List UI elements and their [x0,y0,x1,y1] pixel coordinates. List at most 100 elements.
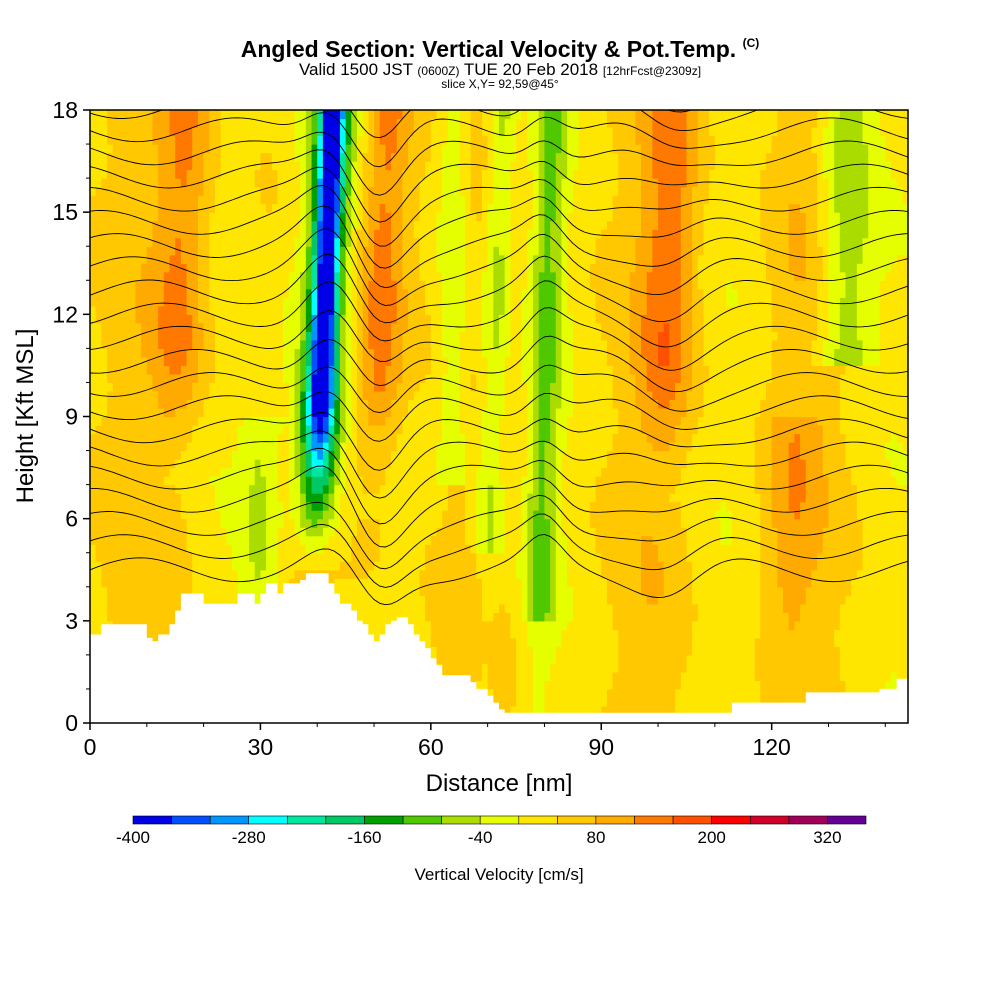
field-cell [300,203,307,213]
field-cell [249,493,256,503]
field-cell [442,263,449,273]
field-cell [374,382,381,392]
field-cell [107,518,114,528]
field-cell [163,348,171,358]
field-cell [476,433,483,443]
field-cell [277,118,284,128]
field-cell [447,442,455,452]
field-cell [379,459,386,469]
field-cell [124,314,131,324]
field-cell [260,442,267,452]
field-cell [146,390,154,401]
field-cell [300,365,307,375]
field-cell [362,373,369,384]
field-cell [192,339,199,349]
field-cell [243,127,250,137]
field-cell [271,390,279,401]
field-cell [356,297,364,307]
field-cell [345,586,352,596]
field-cell [356,433,364,443]
field-cell [317,237,324,247]
field-cell [322,263,330,273]
field-cell [311,127,318,137]
field-cell [339,110,347,120]
field-cell [232,586,239,596]
field-cell [124,595,131,605]
field-cell [169,161,176,171]
field-cell [470,229,477,239]
field-cell [356,212,364,222]
field-cell [197,407,205,418]
field-cell [351,416,358,426]
field-cell [459,476,466,486]
field-cell [334,510,341,520]
field-cell [203,110,210,120]
field-cell [163,356,171,367]
field-cell [163,186,171,196]
field-cell [158,484,165,494]
field-cell [436,297,443,307]
field-cell [169,212,176,222]
field-cell [192,237,199,247]
field-cell [294,135,301,145]
field-cell [464,237,472,247]
field-cell [311,322,318,332]
field-cell [396,484,404,494]
field-cell [95,518,102,528]
field-cell [362,603,369,613]
field-cell [237,535,244,545]
field-cell [402,322,409,332]
field-cell [391,544,398,554]
field-cell [334,297,341,307]
field-cell [260,467,267,477]
field-cell [408,169,415,179]
field-cell [192,433,199,443]
field-cell [305,552,313,562]
field-cell [362,203,369,213]
field-cell [209,356,216,367]
field-cell [197,135,205,145]
field-cell [413,620,421,630]
field-cell [311,433,318,443]
field-cell [317,314,324,324]
field-cell [90,527,97,537]
field-cell [351,144,358,154]
field-cell [124,603,131,613]
field-cell [118,552,125,562]
field-cell [317,110,324,120]
field-cell [254,425,262,435]
field-cell [470,527,477,537]
field-cell [254,399,262,409]
field-cell [470,382,477,392]
field-cell [243,246,250,256]
field-cell [135,501,142,511]
field-cell [90,322,97,332]
field-cell [391,535,398,545]
field-cell [283,237,290,247]
field-cell [192,356,199,367]
field-cell [311,544,318,554]
field-cell [283,544,290,554]
field-cell [464,629,472,639]
field-cell [283,450,290,460]
field-cell [232,484,239,494]
field-cell [470,518,477,528]
field-cell [232,280,239,290]
field-cell [118,212,125,222]
field-cell [107,425,114,435]
field-cell [112,118,119,128]
field-cell [368,161,375,171]
field-cell [408,399,415,409]
field-cell [237,203,244,213]
field-cell [408,161,415,171]
field-cell [209,433,216,443]
field-cell [163,399,171,409]
field-cell [396,518,404,528]
field-cell [396,459,404,469]
field-cell [146,399,154,409]
field-cell [476,373,483,384]
field-cell [197,229,205,239]
field-cell [237,237,244,247]
field-cell [146,305,154,315]
field-cell [163,629,171,639]
